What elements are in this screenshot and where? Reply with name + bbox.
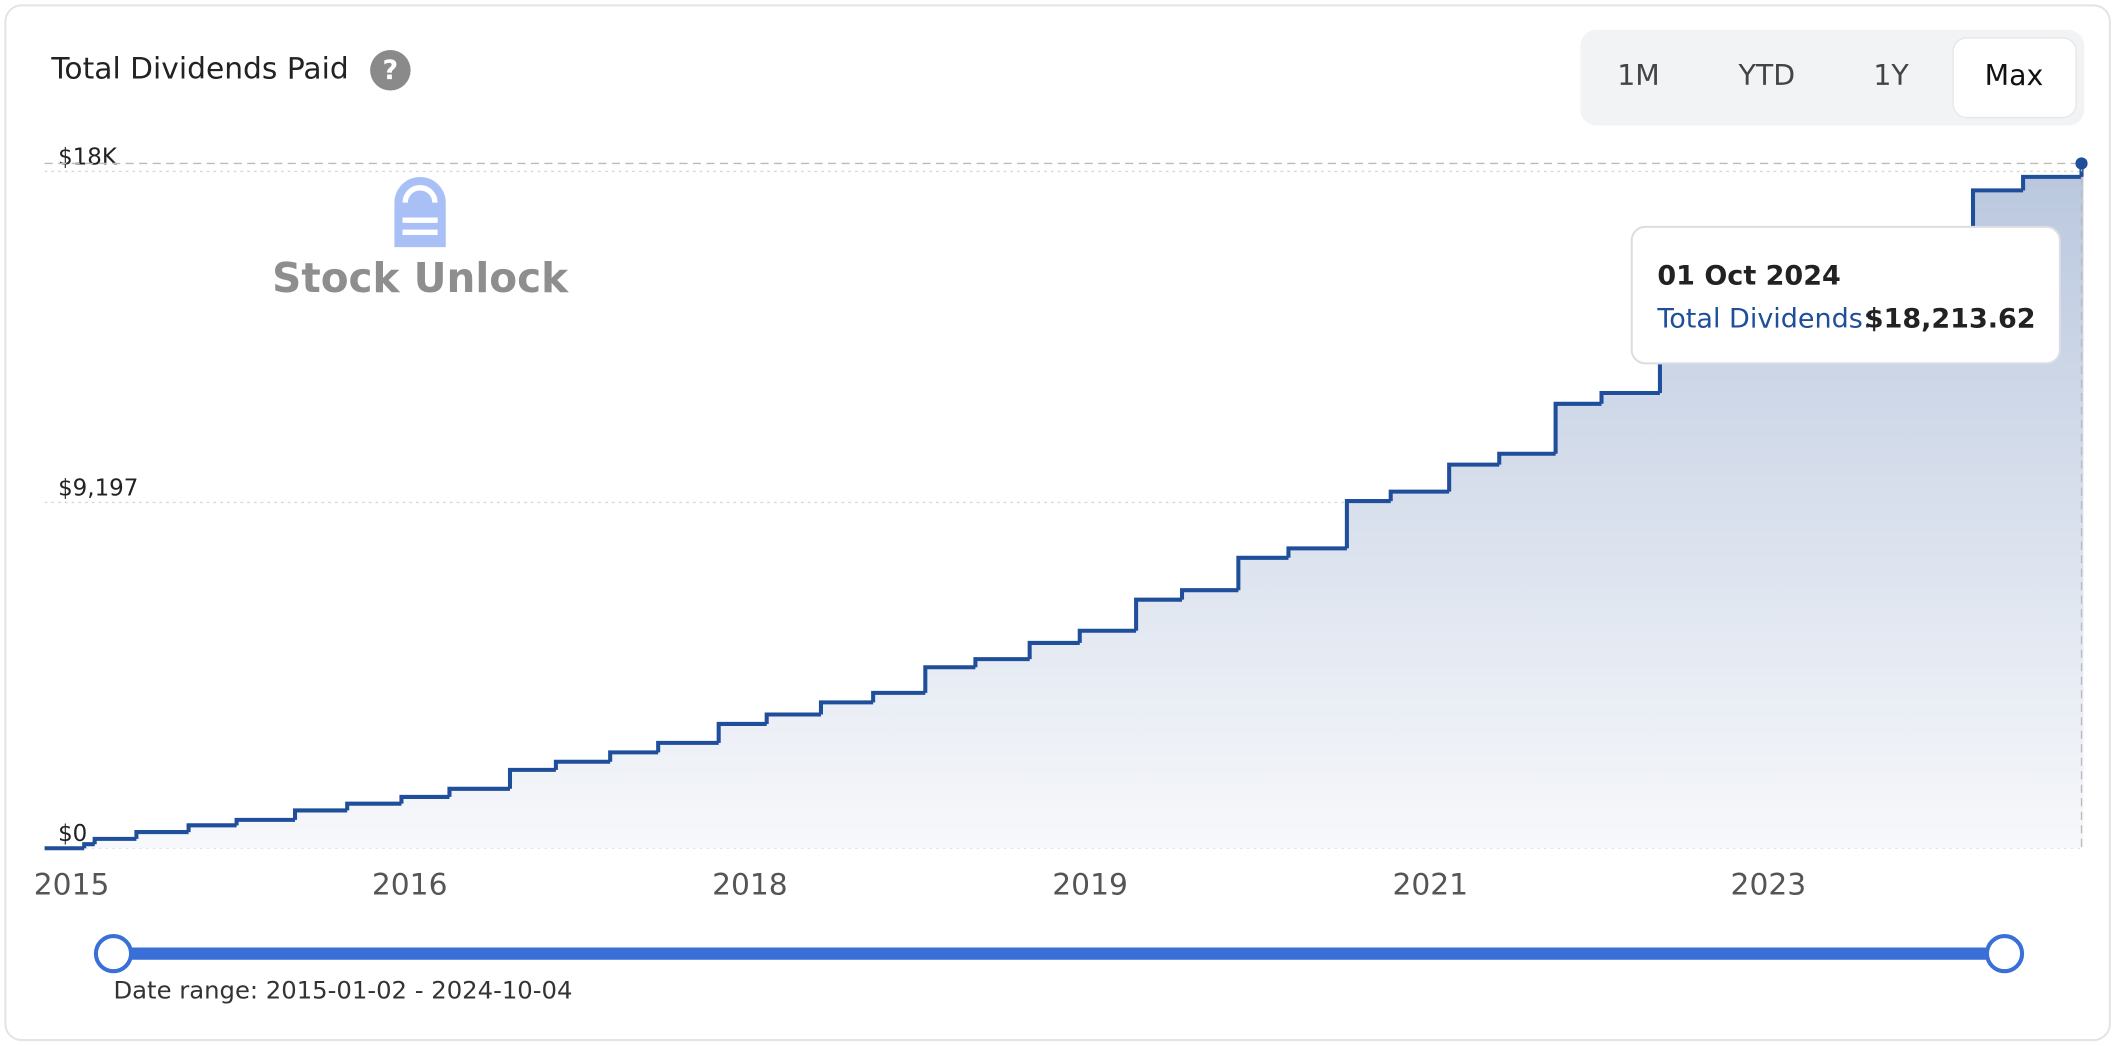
step-line [716, 721, 767, 743]
area-step [1659, 353, 1715, 849]
area-step [1768, 290, 1818, 849]
area-step [1555, 403, 1603, 849]
watermark-icon-detail [402, 185, 438, 236]
tooltip-date: 01 Oct 2024 [1657, 260, 1840, 291]
step-line [82, 842, 95, 849]
step-line [608, 750, 659, 762]
area-step [449, 788, 511, 849]
step-line [818, 700, 874, 715]
area-step [925, 667, 976, 849]
x-tick-label: 2019 [1052, 868, 1128, 903]
tooltip-label: Total Dividends: [1656, 304, 1872, 335]
area-step [509, 769, 557, 849]
step-line [1179, 588, 1239, 600]
area-step [1029, 642, 1081, 849]
area-step [1390, 491, 1450, 849]
step-line [399, 794, 450, 804]
range-button[interactable]: Max [1985, 59, 2044, 92]
area-step [1449, 464, 1500, 849]
area-step [347, 803, 402, 849]
step-line [1344, 499, 1391, 549]
area-step [1182, 590, 1239, 849]
step-line [973, 657, 1030, 668]
area-step [295, 810, 348, 849]
step-line [2021, 174, 2082, 191]
range-button[interactable]: 1M [1617, 59, 1660, 92]
area-step [718, 723, 768, 849]
step-line [1497, 451, 1556, 465]
area-step [766, 714, 822, 849]
step-line [92, 836, 137, 845]
area-step [555, 761, 611, 849]
step-line [234, 817, 296, 826]
chart-title: Total Dividends Paid [50, 52, 348, 87]
step-line [1553, 401, 1602, 454]
tooltip-value: $18,213.62 [1865, 304, 2036, 335]
step-line [345, 801, 402, 811]
step-line [1447, 462, 1500, 492]
step-line [292, 808, 348, 820]
step-line [923, 665, 976, 693]
step-line [1599, 390, 1660, 404]
x-tick-label: 2021 [1392, 868, 1468, 903]
step-line [134, 830, 189, 839]
step-line [186, 823, 237, 833]
area-step [94, 838, 137, 849]
area-step [610, 752, 659, 849]
hover-point [2075, 157, 2088, 170]
area-step [873, 692, 926, 849]
area-step [236, 819, 296, 849]
step-line [1970, 188, 2024, 237]
range-button-active[interactable] [1952, 37, 2077, 119]
range-button[interactable]: 1Y [1873, 59, 1909, 92]
step-line [1286, 546, 1347, 558]
area-step [658, 742, 720, 849]
step-line [1077, 628, 1137, 643]
step-line [507, 767, 556, 789]
area-step [1499, 453, 1557, 849]
area-step [136, 832, 190, 849]
range-slider-handle[interactable] [93, 934, 134, 974]
tooltip: 01 Oct 2024 Total Dividends: $18,213.62 [1630, 225, 2061, 365]
x-tick-label: 2023 [1731, 868, 1807, 903]
step-line [1134, 597, 1183, 631]
watermark: Stock Unlock [272, 176, 569, 302]
x-tick-label: 2018 [712, 868, 788, 903]
range-button[interactable]: YTD [1738, 59, 1795, 92]
area-step [1079, 630, 1137, 849]
step-line [553, 759, 611, 770]
area-step [1601, 393, 1661, 849]
area-step [2081, 163, 2084, 849]
area-step [820, 702, 874, 849]
x-tick-label: 2016 [372, 868, 448, 903]
y-tick-label: $18K [58, 144, 118, 170]
area-step [84, 844, 96, 849]
step-line [1236, 555, 1289, 591]
area-step [1136, 599, 1183, 849]
area-step [1714, 324, 1770, 849]
area-step [1346, 501, 1392, 849]
area-step [401, 796, 451, 849]
area-step [188, 825, 238, 849]
step-line [447, 786, 510, 797]
step-line [1388, 489, 1450, 502]
area-step [975, 659, 1031, 849]
area-step [1288, 548, 1348, 849]
y-tick-label: $9,197 [58, 475, 138, 501]
date-range-label: Date range: 2015-01-02 - 2024-10-04 [113, 975, 572, 1004]
step-line [1027, 640, 1080, 660]
tooltip-box [1630, 225, 2061, 365]
step-line [656, 740, 719, 753]
watermark-text: Stock Unlock [272, 254, 569, 302]
step-line [764, 712, 821, 724]
area-step [1238, 557, 1289, 849]
help-icon[interactable]: ? [383, 55, 399, 86]
help-icon-bg[interactable] [370, 49, 411, 91]
x-tick-label: 2015 [34, 868, 110, 903]
step-line [871, 690, 926, 703]
range-slider-handle[interactable] [1984, 934, 2025, 974]
